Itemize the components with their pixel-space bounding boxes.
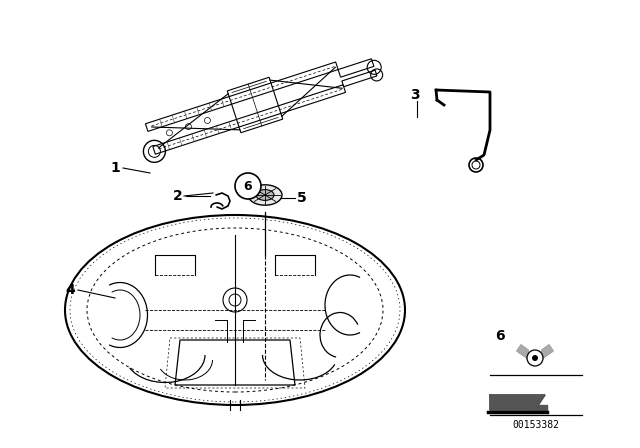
Text: 3: 3 xyxy=(410,88,420,102)
Circle shape xyxy=(527,350,543,366)
Polygon shape xyxy=(542,345,553,358)
Polygon shape xyxy=(490,395,545,410)
Polygon shape xyxy=(535,405,547,412)
Ellipse shape xyxy=(248,185,282,205)
Text: 6: 6 xyxy=(495,329,504,343)
Circle shape xyxy=(532,355,538,361)
Ellipse shape xyxy=(256,190,274,200)
Text: 6: 6 xyxy=(244,180,252,193)
Text: 2: 2 xyxy=(173,189,183,203)
Polygon shape xyxy=(517,345,528,358)
Text: 00153382: 00153382 xyxy=(513,420,559,430)
Text: 1: 1 xyxy=(110,161,120,175)
Circle shape xyxy=(235,173,261,199)
Text: 4: 4 xyxy=(65,283,75,297)
Text: 5: 5 xyxy=(297,191,307,205)
